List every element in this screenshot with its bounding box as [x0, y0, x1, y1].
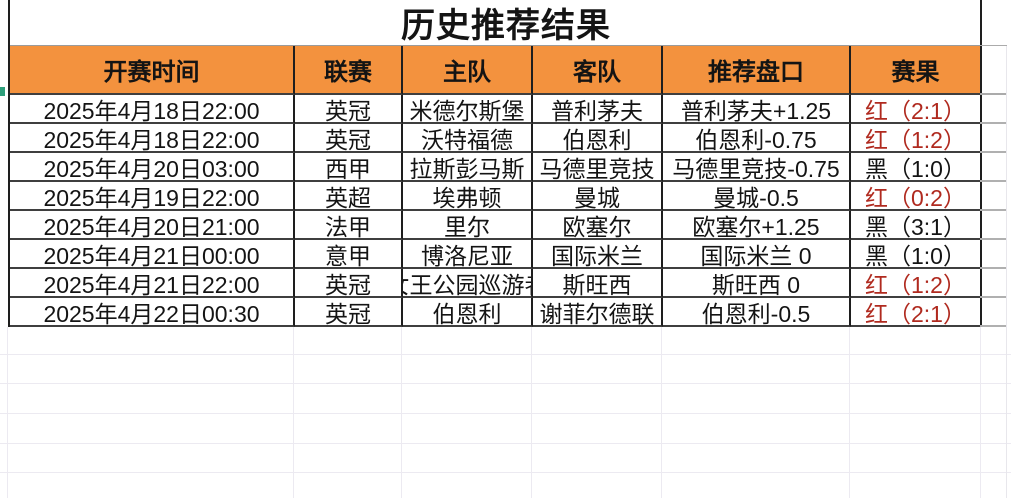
cell-away[interactable]: 伯恩利	[533, 124, 663, 153]
cell-result[interactable]: 红（2:1）	[851, 298, 982, 327]
cell-handicap[interactable]: 马德里竞技-0.75	[663, 153, 851, 182]
header-league[interactable]: 联赛	[295, 46, 403, 95]
cell-time[interactable]: 2025年4月20日03:00	[10, 153, 295, 182]
cell-time[interactable]: 2025年4月18日22:00	[10, 95, 295, 124]
cell-handicap[interactable]: 伯恩利-0.5	[663, 298, 851, 327]
cell-result[interactable]: 红（2:1）	[851, 95, 982, 124]
cell-home[interactable]: 沃特福德	[403, 124, 533, 153]
cell-result[interactable]: 红（1:2）	[851, 269, 982, 298]
header-handicap[interactable]: 推荐盘口	[663, 46, 851, 95]
selection-mark	[0, 87, 5, 96]
cell-handicap[interactable]: 伯恩利-0.75	[663, 124, 851, 153]
cell-home[interactable]: 埃弗顿	[403, 182, 533, 211]
cell-handicap[interactable]: 斯旺西 0	[663, 269, 851, 298]
cell-league[interactable]: 西甲	[295, 153, 403, 182]
cell-away[interactable]: 马德里竞技	[533, 153, 663, 182]
cell-handicap[interactable]: 欧塞尔+1.25	[663, 211, 851, 240]
cell-league[interactable]: 意甲	[295, 240, 403, 269]
cell-result[interactable]: 黑（1:0）	[851, 153, 982, 182]
cell-league[interactable]: 法甲	[295, 211, 403, 240]
cell-league[interactable]: 英冠	[295, 95, 403, 124]
cell-result[interactable]: 红（1:2）	[851, 124, 982, 153]
cell-result[interactable]: 黑（3:1）	[851, 211, 982, 240]
header-result[interactable]: 赛果	[851, 46, 982, 95]
cell-handicap[interactable]: 曼城-0.5	[663, 182, 851, 211]
cell-time[interactable]: 2025年4月21日00:00	[10, 240, 295, 269]
cell-away[interactable]: 普利茅夫	[533, 95, 663, 124]
cell-home[interactable]: 伯恩利	[403, 298, 533, 327]
cell-home[interactable]: 女王公园巡游者	[403, 269, 533, 298]
header-home[interactable]: 主队	[403, 46, 533, 95]
empty-right-column	[980, 0, 1007, 327]
cell-handicap[interactable]: 普利茅夫+1.25	[663, 95, 851, 124]
cell-league[interactable]: 英超	[295, 182, 403, 211]
header-time[interactable]: 开赛时间	[10, 46, 295, 95]
cell-league[interactable]: 英冠	[295, 124, 403, 153]
cell-handicap[interactable]: 国际米兰 0	[663, 240, 851, 269]
cell-home[interactable]: 米德尔斯堡	[403, 95, 533, 124]
cell-away[interactable]: 曼城	[533, 182, 663, 211]
cell-league[interactable]: 英冠	[295, 269, 403, 298]
results-table: 历史推荐结果 开赛时间 联赛 主队 客队 推荐盘口 赛果 2025年4月18日2…	[8, 0, 982, 327]
cell-home[interactable]: 里尔	[403, 211, 533, 240]
page-title[interactable]: 历史推荐结果	[10, 0, 982, 46]
cell-time[interactable]: 2025年4月21日22:00	[10, 269, 295, 298]
header-away[interactable]: 客队	[533, 46, 663, 95]
cell-home[interactable]: 拉斯彭马斯	[403, 153, 533, 182]
cell-result[interactable]: 黑（1:0）	[851, 240, 982, 269]
cell-time[interactable]: 2025年4月22日00:30	[10, 298, 295, 327]
cell-home[interactable]: 博洛尼亚	[403, 240, 533, 269]
cell-time[interactable]: 2025年4月20日21:00	[10, 211, 295, 240]
cell-away[interactable]: 欧塞尔	[533, 211, 663, 240]
cell-league[interactable]: 英冠	[295, 298, 403, 327]
cell-away[interactable]: 斯旺西	[533, 269, 663, 298]
cell-time[interactable]: 2025年4月18日22:00	[10, 124, 295, 153]
cell-away[interactable]: 谢菲尔德联	[533, 298, 663, 327]
cell-time[interactable]: 2025年4月19日22:00	[10, 182, 295, 211]
cell-result[interactable]: 红（0:2）	[851, 182, 982, 211]
cell-away[interactable]: 国际米兰	[533, 240, 663, 269]
